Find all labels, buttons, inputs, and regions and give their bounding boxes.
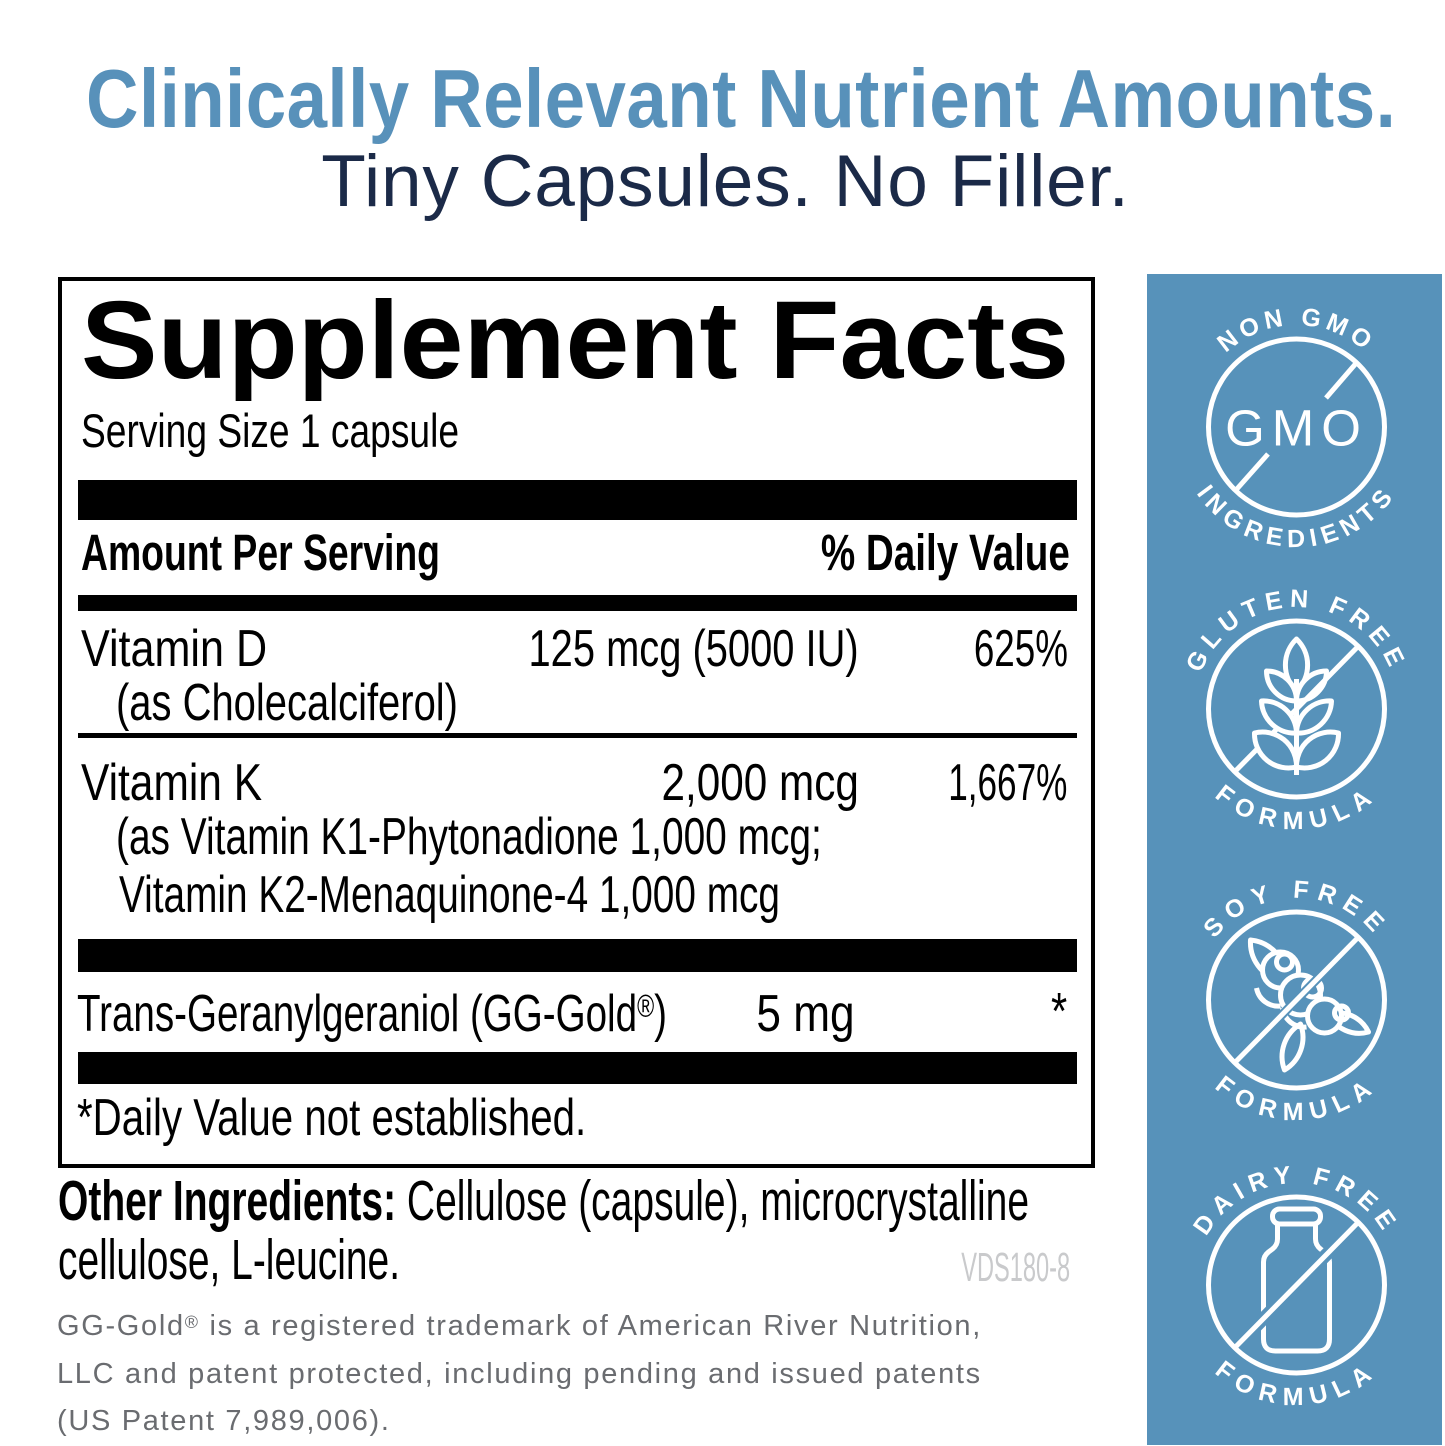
svg-text:FORMULA: FORMULA: [1210, 779, 1383, 835]
svg-text:NON GMO: NON GMO: [1212, 303, 1381, 358]
svg-text:DAIRY FREE: DAIRY FREE: [1188, 1161, 1405, 1241]
svg-text:GMO: GMO: [1225, 400, 1368, 457]
svg-text:SOY FREE: SOY FREE: [1198, 876, 1395, 943]
svg-text:FORMULA: FORMULA: [1210, 1355, 1383, 1411]
svg-text:FORMULA: FORMULA: [1210, 1070, 1383, 1126]
